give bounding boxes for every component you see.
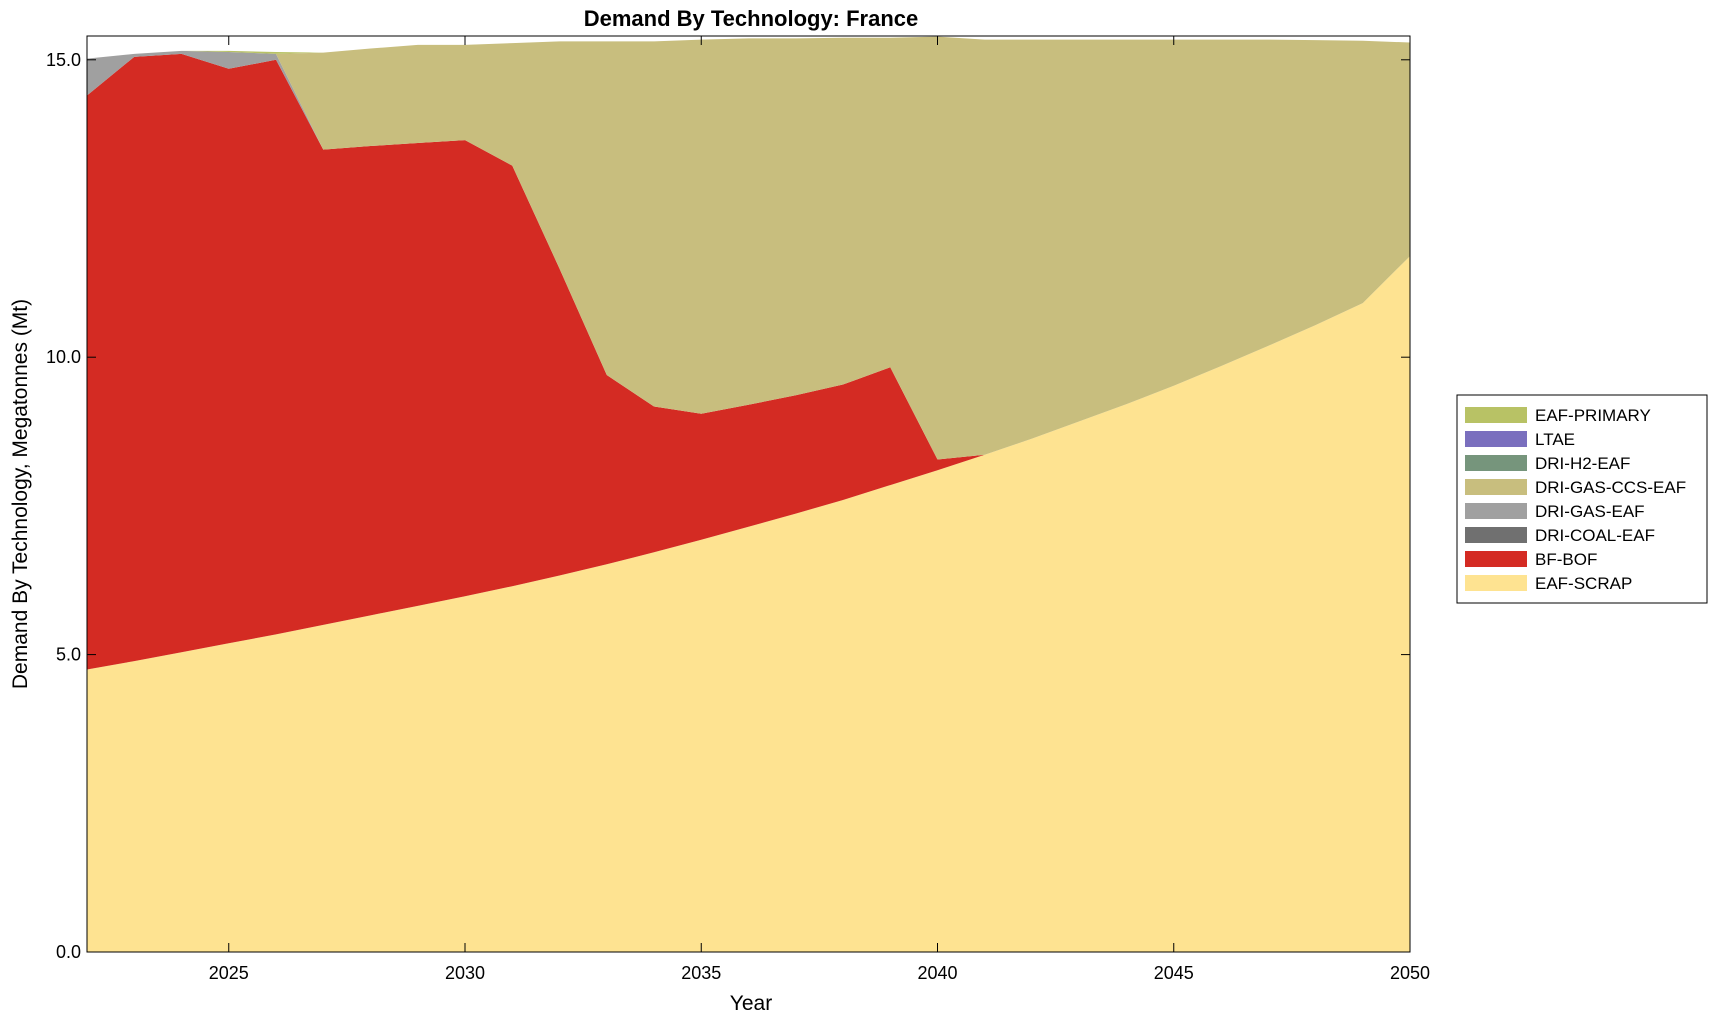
x-tick-label: 2025 bbox=[209, 963, 249, 983]
legend-label-eaf-scrap: EAF-SCRAP bbox=[1535, 574, 1632, 593]
x-tick-label: 2035 bbox=[681, 963, 721, 983]
legend-label-dri-gas-ccs-eaf: DRI-GAS-CCS-EAF bbox=[1535, 478, 1686, 497]
y-tick-label: 10.0 bbox=[46, 347, 81, 367]
y-tick-label: 5.0 bbox=[56, 645, 81, 665]
area-eaf-scrap bbox=[87, 256, 1410, 953]
x-tick-label: 2030 bbox=[445, 963, 485, 983]
legend-swatch-dri-coal-eaf bbox=[1465, 527, 1527, 543]
legend-box bbox=[1456, 394, 1708, 604]
legend-swatch-eaf-primary bbox=[1465, 407, 1527, 423]
x-tick-label: 2040 bbox=[917, 963, 957, 983]
x-tick-label: 2045 bbox=[1154, 963, 1194, 983]
y-axis-label: Demand By Technology, Megatonnes (Mt) bbox=[9, 299, 32, 689]
x-axis-label: Year bbox=[730, 992, 772, 1015]
legend-swatch-dri-gas-eaf bbox=[1465, 503, 1527, 519]
legend-label-dri-gas-eaf: DRI-GAS-EAF bbox=[1535, 502, 1645, 521]
y-tick-label: 15.0 bbox=[46, 50, 81, 70]
legend: EAF-PRIMARY LTAE DRI-H2-EAF DRI-GAS-CCS-EAF… bbox=[1456, 394, 1708, 604]
legend-swatch-eaf-scrap bbox=[1465, 575, 1527, 591]
x-tick-label: 2050 bbox=[1390, 963, 1430, 983]
legend-label-eaf-primary: EAF-PRIMARY bbox=[1535, 406, 1651, 425]
plot-frame bbox=[86, 35, 1411, 953]
chart-title: Demand By Technology: France bbox=[584, 6, 919, 31]
legend-label-bf-bof: BF-BOF bbox=[1535, 550, 1597, 569]
legend-label-dri-h2-eaf: DRI-H2-EAF bbox=[1535, 454, 1630, 473]
legend-swatch-dri-h2-eaf bbox=[1465, 455, 1527, 471]
y-tick-label: 0.0 bbox=[56, 942, 81, 962]
legend-swatch-ltae bbox=[1465, 431, 1527, 447]
legend-label-dri-coal-eaf: DRI-COAL-EAF bbox=[1535, 526, 1655, 545]
legend-label-ltae: LTAE bbox=[1535, 430, 1575, 449]
area-series-group bbox=[87, 36, 1410, 953]
area-dri-gas-ccs-eaf bbox=[87, 36, 1410, 460]
legend-swatch-dri-gas-ccs-eaf bbox=[1465, 479, 1527, 495]
area-bf-bof bbox=[87, 53, 1410, 670]
y-axis: 0.0 5.0 10.0 15.0 bbox=[46, 50, 1410, 962]
legend-swatch-bf-bof bbox=[1465, 551, 1527, 567]
